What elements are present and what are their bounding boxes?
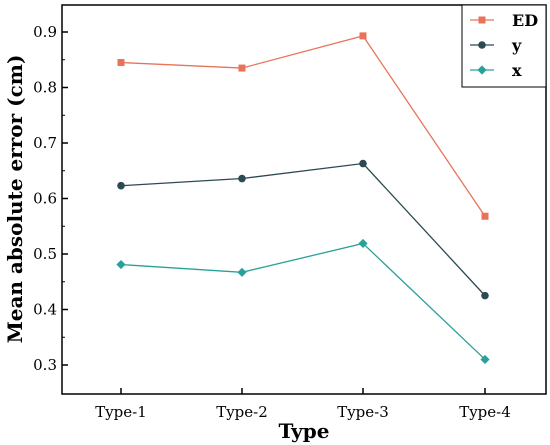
legend-label-x: x: [512, 61, 522, 80]
data-point-x: [480, 354, 490, 365]
data-point-y: [117, 181, 125, 190]
data-point-x: [237, 267, 247, 277]
y-tick-label: 0.8: [33, 79, 57, 97]
series-line-y: [120, 162, 486, 297]
legend-marker-ED: [478, 16, 486, 24]
x-axis-title: Type: [278, 419, 329, 443]
y-axis-title: Mean absolute error (cm): [3, 55, 27, 344]
y-tick-label: 0.6: [33, 190, 57, 208]
plot-frame: [61, 4, 547, 395]
data-point-ED: [481, 212, 489, 220]
legend-marker-x: [477, 65, 487, 75]
data-point-x: [116, 259, 126, 270]
x-tick-label: Type-3: [337, 403, 389, 421]
legend-label-y: y: [511, 36, 522, 55]
data-point-y: [238, 174, 246, 183]
series-line-ED: [120, 35, 486, 217]
data-point-y: [359, 159, 367, 168]
legend: ED yx: [461, 4, 547, 88]
x-axis: Type-1 Type-2 Type-3 Type-4: [95, 388, 511, 421]
x-tick-label: Type-1: [95, 403, 147, 421]
legend-label-ED: ED: [512, 11, 538, 30]
y-tick-label: 0.9: [33, 23, 57, 41]
y-tick-label: 0.5: [33, 245, 57, 263]
data-point-x: [358, 238, 368, 249]
data-point-y: [481, 291, 489, 300]
y-tick-label: 0.4: [33, 301, 57, 319]
data-point-ED: [359, 32, 367, 40]
legend-marker-y: [478, 41, 486, 49]
y-axis: 0.3 0.4 0.5 0.6 0.7 0.8 0.9: [33, 23, 68, 374]
data-point-ED: [238, 64, 246, 72]
x-tick-label: Type-4: [459, 403, 511, 421]
x-tick-label: Type-2: [216, 403, 268, 421]
y-tick-label: 0.7: [33, 134, 57, 152]
legend-box: [461, 4, 547, 88]
series-layer: [116, 32, 490, 365]
data-point-ED: [117, 59, 125, 67]
series-line-x: [120, 242, 486, 360]
y-tick-label: 0.3: [33, 356, 57, 374]
